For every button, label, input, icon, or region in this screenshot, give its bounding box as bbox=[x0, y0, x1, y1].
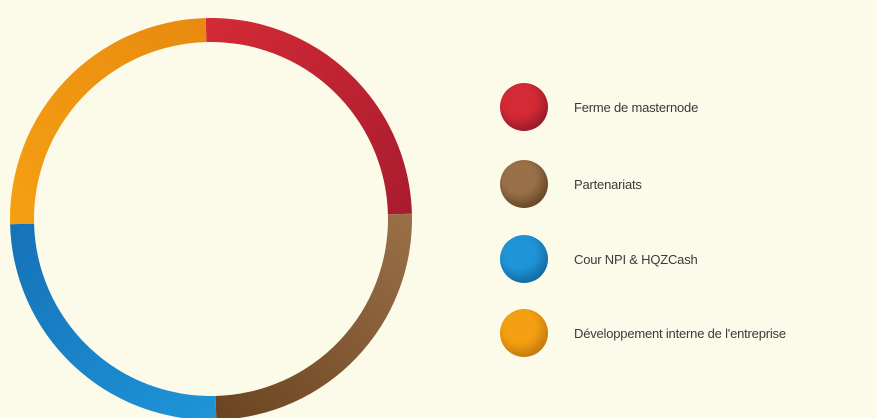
legend: Ferme de masternode Partenariats Cour NP… bbox=[500, 80, 877, 380]
slice-developpement bbox=[10, 18, 207, 225]
legend-swatch bbox=[500, 160, 548, 208]
slice-partenariats bbox=[215, 213, 412, 418]
slice-cour-npi bbox=[10, 223, 217, 418]
legend-swatch bbox=[500, 83, 548, 131]
legend-label: Ferme de masternode bbox=[574, 99, 699, 115]
legend-item-masternode: Ferme de masternode bbox=[500, 82, 698, 132]
legend-item-developpement: Développement interne de l'entreprise bbox=[500, 308, 786, 358]
legend-swatch bbox=[500, 309, 548, 357]
legend-swatch bbox=[500, 235, 548, 283]
donut-chart bbox=[10, 18, 412, 418]
legend-label: Cour NPI & HQZCash bbox=[574, 251, 698, 267]
slice-masternode bbox=[205, 18, 412, 215]
legend-label: Développement interne de l'entreprise bbox=[574, 325, 786, 341]
legend-item-cour-npi: Cour NPI & HQZCash bbox=[500, 234, 698, 284]
legend-item-partenariats: Partenariats bbox=[500, 159, 642, 209]
legend-label: Partenariats bbox=[574, 176, 642, 192]
